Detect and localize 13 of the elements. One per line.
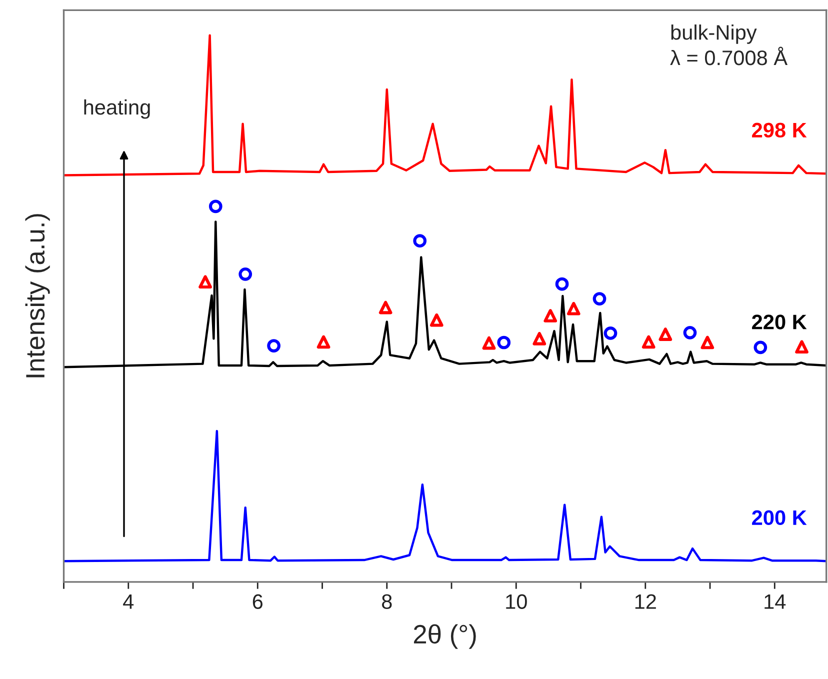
series-label: 298 K [752, 122, 807, 138]
x-tick-label: 6 [252, 594, 263, 610]
x-tick-label: 12 [635, 594, 656, 609]
x-tick-label: 8 [382, 594, 392, 610]
annotation: bulk-Nipy λ = 0.7008 Å [670, 24, 788, 66]
series-label: 200 K [752, 510, 807, 526]
y-axis-title: Intensity (a.u.) [25, 214, 50, 378]
series-label: 220 K [752, 314, 807, 330]
x-tick-label: 4 [123, 594, 134, 609]
annotation: heating [84, 99, 150, 119]
x-tick-label: 10 [506, 594, 527, 610]
x-axis-title: 2θ (°) [414, 624, 476, 649]
x-tick-label: 14 [764, 594, 786, 609]
